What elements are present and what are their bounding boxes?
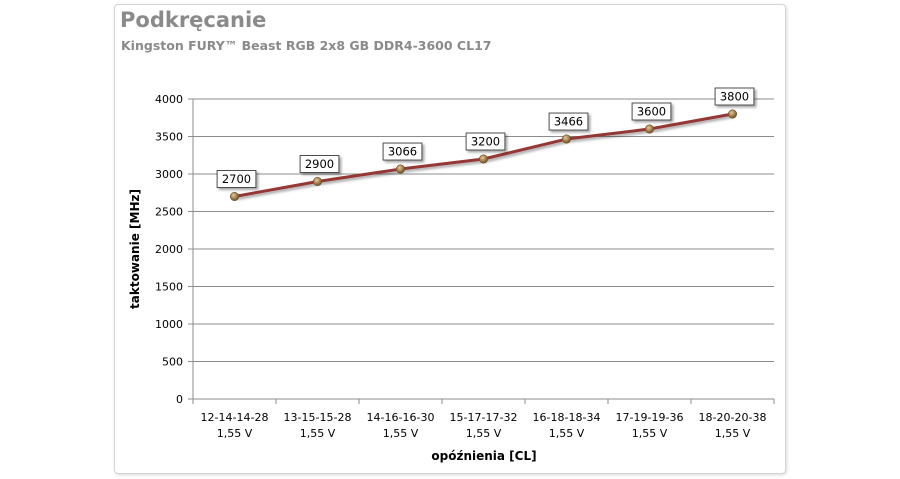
y-tick-label: 2500 <box>155 206 183 219</box>
data-point <box>561 134 571 144</box>
data-label: 3066 <box>382 142 423 161</box>
svg-text:3466: 3466 <box>554 115 583 129</box>
svg-text:2900: 2900 <box>305 157 334 171</box>
y-tick-label: 500 <box>162 356 183 369</box>
svg-text:3600: 3600 <box>637 105 666 119</box>
data-point <box>312 177 322 187</box>
data-point <box>230 192 240 202</box>
x-tick-labels: 12-14-14-28 1,55 V 13-15-15-28 1,55 V 14-16-… <box>201 411 767 440</box>
data-point <box>727 109 737 119</box>
data-label: 2900 <box>299 155 340 173</box>
y-tick-label: 1000 <box>155 318 183 331</box>
data-label: 3200 <box>465 132 506 151</box>
y-tick-label: 3500 <box>155 131 183 144</box>
data-label: 3800 <box>714 87 755 106</box>
data-point <box>478 154 488 164</box>
y-tick-label: 1500 <box>155 281 183 294</box>
x-tick-label: 17-19-19-36 1,55 V <box>616 411 684 440</box>
data-label: 3466 <box>548 112 589 131</box>
svg-text:3066: 3066 <box>388 145 417 159</box>
series <box>230 109 737 202</box>
data-point <box>644 124 654 134</box>
axes <box>188 98 775 404</box>
x-tick-label: 16-18-18-34 1,55 V <box>533 411 601 440</box>
x-tick-label: 14-16-16-30 1,55 V <box>367 411 435 440</box>
x-tick-label: 18-20-20-38 1,55 V <box>699 411 767 440</box>
data-label: 2700 <box>216 170 257 188</box>
svg-text:2700: 2700 <box>222 172 251 186</box>
y-tick-label: 0 <box>176 393 183 406</box>
y-tick-label: 2000 <box>155 243 183 256</box>
y-tick-label: 3000 <box>155 168 183 181</box>
data-point <box>395 164 405 174</box>
data-labels: 2700 2900 3066 3200 3466 3600 3800 <box>216 87 755 188</box>
chart-card <box>114 4 786 474</box>
x-axis-title: opóźnienia [CL] <box>431 449 536 463</box>
svg-text:3800: 3800 <box>720 90 749 104</box>
x-tick-label: 15-17-17-32 1,55 V <box>450 411 518 440</box>
y-tick-labels: 0 500 1000 1500 2000 2500 3000 3500 4000 <box>155 93 183 406</box>
data-label: 3600 <box>631 102 672 121</box>
x-tick-label: 13-15-15-28 1,55 V <box>284 411 352 440</box>
chart-title: Podkręcanie <box>120 8 267 32</box>
x-tick-label: 12-14-14-28 1,55 V <box>201 411 269 440</box>
svg-text:3200: 3200 <box>471 135 500 149</box>
chart-subtitle: Kingston FURY™ Beast RGB 2x8 GB DDR4-360… <box>121 38 492 53</box>
y-axis-title: taktowanie [MHz] <box>128 189 142 309</box>
grid-lines <box>193 98 774 362</box>
y-tick-label: 4000 <box>155 93 183 106</box>
